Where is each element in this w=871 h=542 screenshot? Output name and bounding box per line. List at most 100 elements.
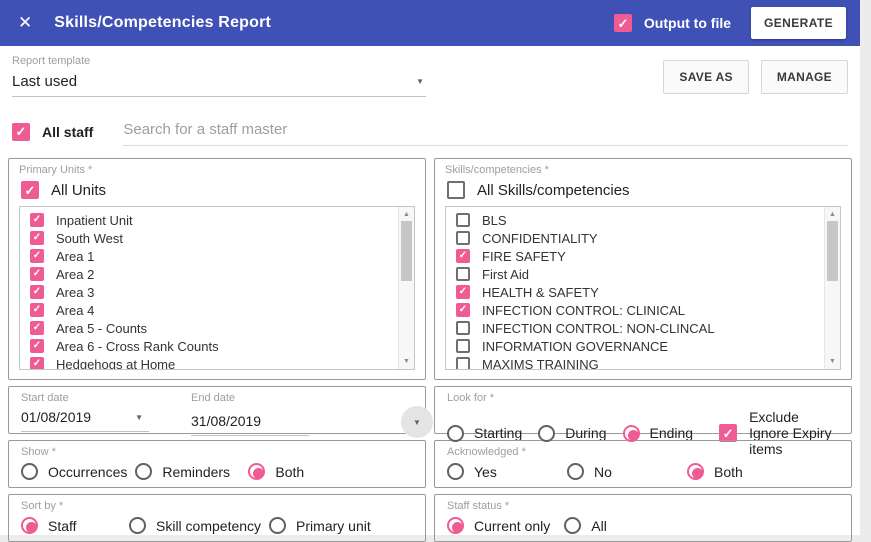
list-item[interactable]: Hedgehogs at Home: [30, 355, 398, 369]
all-skills-checkbox[interactable]: [447, 181, 465, 199]
radio-button[interactable]: [447, 517, 464, 534]
list-item[interactable]: Area 5 - Counts: [30, 319, 398, 337]
chevron-down-icon[interactable]: ▼: [135, 412, 143, 422]
radio-option[interactable]: Yes: [447, 463, 555, 480]
acknowledged-radios: Yes No Both: [447, 463, 807, 480]
radio-option[interactable]: Ending: [622, 424, 693, 442]
all-staff-checkbox[interactable]: [12, 122, 30, 141]
item-label: FIRE SAFETY: [482, 248, 566, 264]
list-item[interactable]: INFECTION CONTROL: NON-CLINCAL: [456, 319, 824, 337]
item-label: Area 2: [56, 266, 95, 282]
radio-button[interactable]: [447, 463, 464, 480]
list-item[interactable]: South West: [30, 229, 398, 247]
scrollbar-thumb[interactable]: [401, 221, 412, 281]
item-checkbox[interactable]: [30, 231, 44, 245]
radio-option[interactable]: Both: [687, 463, 795, 480]
skills-panel: Skills/competencies * All Skills/compete…: [434, 158, 852, 380]
radio-button[interactable]: [447, 424, 464, 442]
radio-option[interactable]: Both: [248, 463, 353, 480]
radio-option[interactable]: During: [538, 424, 607, 442]
radio-option[interactable]: Occurrences: [21, 463, 127, 480]
list-item[interactable]: Area 3: [30, 283, 398, 301]
item-checkbox[interactable]: [456, 303, 470, 317]
end-date-field[interactable]: End date 31/08/2019 ▼: [191, 392, 433, 438]
radio-button[interactable]: [538, 424, 556, 442]
list-item[interactable]: Area 6 - Cross Rank Counts: [30, 337, 398, 355]
list-item[interactable]: HEALTH & SAFETY: [456, 283, 824, 301]
all-units-row: All Units: [21, 181, 415, 199]
scroll-up-icon[interactable]: ▲: [403, 211, 410, 218]
start-date-label: Start date: [21, 392, 69, 404]
item-label: INFECTION CONTROL: CLINICAL: [482, 302, 685, 318]
look-for-label: Look for *: [447, 392, 495, 404]
list-item[interactable]: Inpatient Unit: [30, 211, 398, 229]
radio-button[interactable]: [135, 463, 153, 480]
radio-option[interactable]: Reminders: [135, 463, 240, 480]
end-date-dropdown-button[interactable]: ▼: [401, 406, 433, 438]
list-item[interactable]: MAXIMS TRAINING: [456, 355, 824, 369]
radio-button[interactable]: [622, 424, 640, 442]
radio-option[interactable]: Skill competency: [129, 517, 261, 534]
scroll-down-icon[interactable]: ▼: [403, 358, 410, 365]
radio-label: All: [591, 517, 607, 534]
manage-button[interactable]: MANAGE: [760, 60, 848, 94]
exclude-ignore-expiry-checkbox[interactable]: [719, 424, 738, 442]
item-checkbox[interactable]: [456, 267, 470, 281]
item-checkbox[interactable]: [30, 285, 44, 299]
item-checkbox[interactable]: [30, 321, 44, 335]
radio-button[interactable]: [567, 463, 584, 480]
radio-button[interactable]: [21, 463, 38, 480]
item-checkbox[interactable]: [456, 321, 470, 335]
radio-option[interactable]: Current only: [447, 517, 550, 534]
list-item[interactable]: FIRE SAFETY: [456, 247, 824, 265]
list-item[interactable]: CONFIDENTIALITY: [456, 229, 824, 247]
item-checkbox[interactable]: [456, 339, 470, 353]
generate-button[interactable]: GENERATE: [751, 7, 846, 39]
item-checkbox[interactable]: [456, 249, 470, 263]
item-checkbox[interactable]: [30, 267, 44, 281]
radio-button[interactable]: [129, 517, 146, 534]
list-item[interactable]: Area 4: [30, 301, 398, 319]
item-checkbox[interactable]: [30, 357, 44, 369]
list-item[interactable]: INFORMATION GOVERNANCE: [456, 337, 824, 355]
list-item[interactable]: Area 2: [30, 265, 398, 283]
start-date-field[interactable]: Start date 01/08/2019 ▼: [21, 392, 149, 433]
scroll-down-icon[interactable]: ▼: [829, 358, 836, 365]
radio-option[interactable]: No: [567, 463, 675, 480]
radio-option[interactable]: Staff: [21, 517, 121, 534]
item-label: Area 5 - Counts: [56, 320, 148, 336]
report-template-select[interactable]: Report template Last used ▼: [12, 55, 426, 97]
save-as-button[interactable]: SAVE AS: [663, 60, 749, 94]
item-checkbox[interactable]: [456, 231, 470, 245]
output-to-file-checkbox[interactable]: [613, 14, 632, 32]
radio-button[interactable]: [248, 463, 266, 480]
staff-search-input[interactable]: [123, 117, 848, 146]
primary-units-panel: Primary Units * All Units Inpatient Unit…: [8, 158, 426, 380]
item-checkbox[interactable]: [456, 285, 470, 299]
item-checkbox[interactable]: [30, 303, 44, 317]
start-date-value: 01/08/2019: [21, 409, 92, 425]
scrollbar-thumb[interactable]: [827, 221, 838, 281]
list-item[interactable]: First Aid: [456, 265, 824, 283]
item-checkbox[interactable]: [456, 357, 470, 369]
list-item[interactable]: Area 1: [30, 247, 398, 265]
item-checkbox[interactable]: [456, 213, 470, 227]
radio-button[interactable]: [564, 517, 582, 534]
radio-button[interactable]: [21, 517, 38, 534]
radio-option[interactable]: Primary unit: [269, 517, 371, 534]
chevron-down-icon[interactable]: ▼: [416, 77, 424, 86]
scroll-up-icon[interactable]: ▲: [829, 211, 836, 218]
close-icon[interactable]: ✕: [18, 13, 33, 32]
item-label: INFORMATION GOVERNANCE: [482, 338, 669, 354]
item-checkbox[interactable]: [30, 213, 44, 227]
item-label: Area 4: [56, 302, 95, 318]
radio-button[interactable]: [269, 517, 287, 534]
item-checkbox[interactable]: [30, 249, 44, 263]
radio-option[interactable]: Starting: [447, 424, 522, 442]
radio-button[interactable]: [687, 463, 704, 480]
list-item[interactable]: INFECTION CONTROL: CLINICAL: [456, 301, 824, 319]
list-item[interactable]: BLS: [456, 211, 824, 229]
all-units-checkbox[interactable]: [21, 181, 39, 199]
radio-option[interactable]: All: [564, 517, 607, 534]
item-checkbox[interactable]: [30, 339, 44, 353]
